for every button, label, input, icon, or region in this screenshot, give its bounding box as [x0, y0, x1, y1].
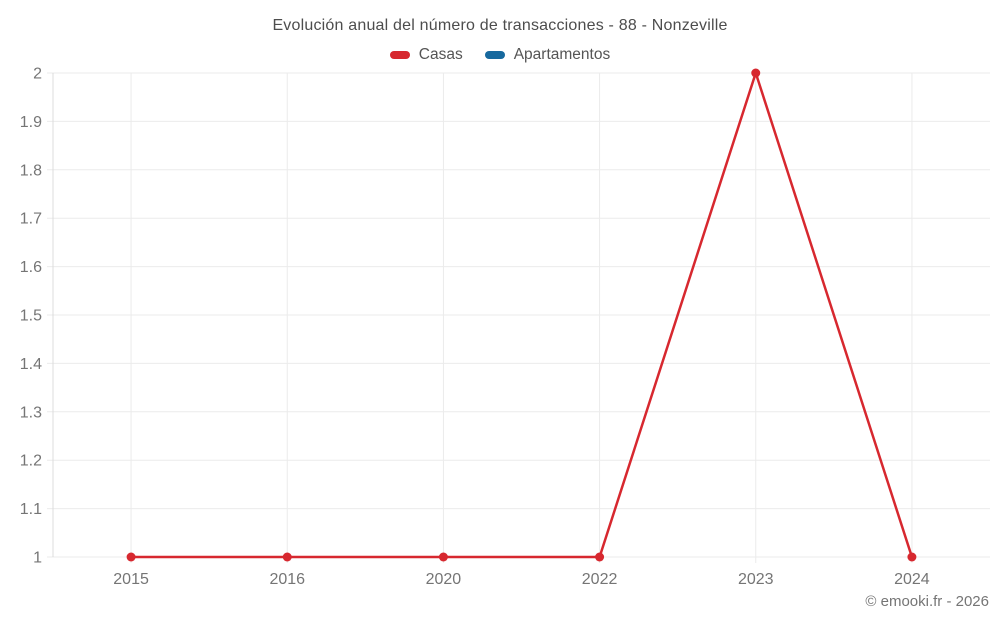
y-axis-tick-label: 1.4: [20, 356, 42, 373]
x-axis-tick-label: 2020: [426, 571, 462, 588]
y-axis-tick-label: 1.6: [20, 259, 42, 276]
y-axis-tick-label: 1: [33, 550, 42, 567]
data-point-casas-2015[interactable]: [126, 552, 136, 562]
legend-item-casas[interactable]: Casas: [389, 46, 463, 64]
y-axis-tick-label: 1.9: [20, 114, 42, 131]
data-point-casas-2016[interactable]: [282, 552, 292, 562]
y-axis-tick-label: 1.7: [20, 211, 42, 228]
data-point-casas-2024[interactable]: [907, 552, 917, 562]
x-axis-tick-label: 2023: [738, 571, 774, 588]
legend-label-casas: Casas: [418, 46, 463, 63]
legend-swatch-casas-icon: [389, 51, 410, 59]
data-point-casas-2020[interactable]: [438, 552, 448, 562]
copyright-text: © emooki.fr - 2026: [865, 593, 989, 610]
data-point-casas-2022[interactable]: [595, 552, 605, 562]
legend-label-apartamentos: Apartamentos: [513, 46, 611, 63]
x-axis-tick-label: 2016: [269, 571, 305, 588]
chart-legend: Casas Apartamentos: [0, 46, 1000, 64]
legend-swatch-apartamentos-icon: [484, 51, 505, 59]
y-axis-tick-label: 1.5: [20, 308, 42, 325]
legend-item-apartamentos[interactable]: Apartamentos: [484, 46, 611, 64]
x-axis-tick-label: 2015: [113, 571, 149, 588]
chart-title: Evolución anual del número de transaccio…: [272, 17, 728, 34]
y-axis-tick-label: 1.2: [20, 453, 42, 470]
y-axis-tick-label: 1.3: [20, 404, 42, 421]
y-axis-tick-label: 2: [33, 66, 42, 83]
x-axis-tick-label: 2024: [894, 571, 930, 588]
series-line-casas: [129, 71, 914, 559]
y-axis-tick-label: 1.1: [20, 501, 42, 518]
x-axis-tick-label: 2022: [582, 571, 618, 588]
y-axis-tick-label: 1.8: [20, 162, 42, 179]
data-point-casas-2023[interactable]: [751, 68, 761, 78]
